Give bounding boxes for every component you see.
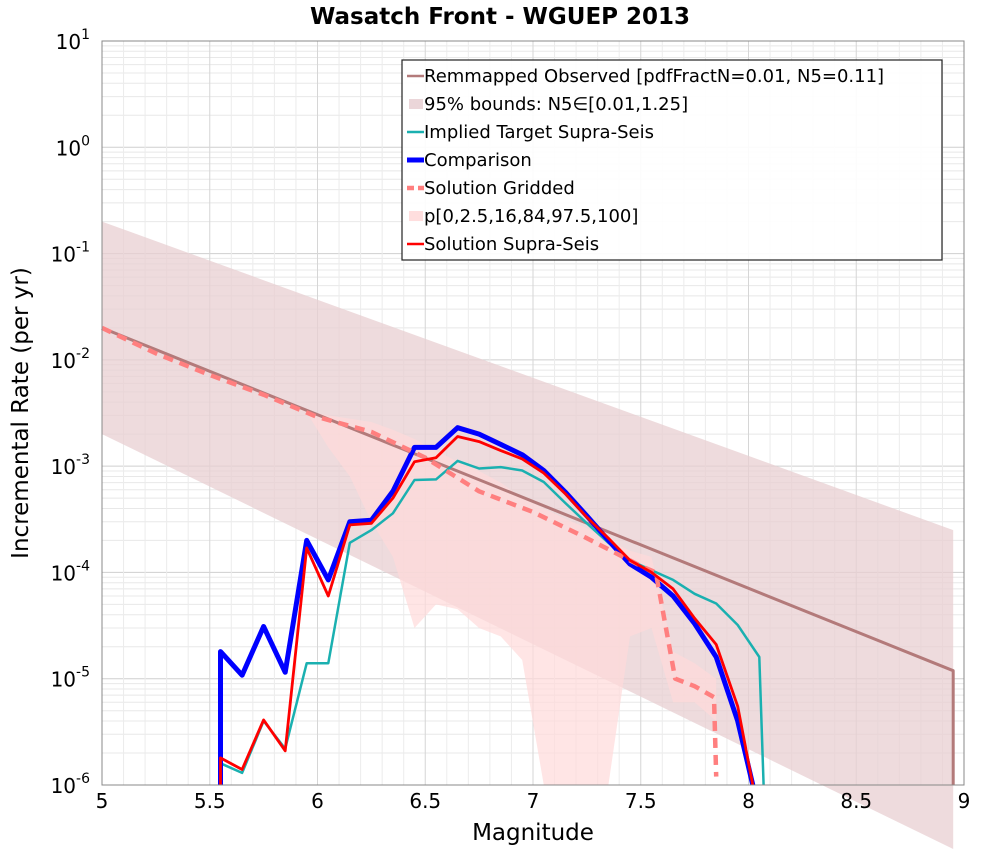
x-tick-label: 8	[742, 789, 755, 813]
x-axis-ticks: 5 5.5 6 6.5 7 7.5 8 8.5 9	[96, 789, 971, 813]
y-tick-label: 10-3	[51, 452, 90, 479]
y-tick-exponent: -2	[76, 346, 90, 362]
x-tick-label: 7	[527, 789, 540, 813]
legend-swatch-bounds_fill	[409, 99, 423, 109]
percentile-band	[102, 327, 717, 785]
y-tick-base: 10	[51, 668, 76, 692]
legend-label-target: Implied Target Supra-Seis	[424, 122, 654, 143]
x-tick-label: 5	[96, 789, 109, 813]
x-tick-label: 7.5	[625, 789, 657, 813]
chart-title: Wasatch Front - WGUEP 2013	[310, 4, 690, 30]
y-tick-exponent: -4	[76, 558, 90, 574]
x-tick-label: 9	[958, 789, 971, 813]
legend: Remmapped Observed [pdfFractN=0.01, N5=0…	[401, 59, 943, 261]
legend-swatch-pfill	[409, 211, 423, 221]
legend-label-gridded: Solution Gridded	[424, 178, 575, 199]
y-tick-label: 101	[56, 27, 90, 54]
x-axis-label: Magnitude	[472, 820, 594, 846]
y-tick-base: 10	[56, 136, 81, 160]
legend-box	[401, 59, 943, 261]
y-tick-exponent: -5	[76, 665, 90, 681]
y-tick-exponent: 1	[81, 27, 90, 43]
y-tick-label: 10-5	[51, 665, 90, 692]
legend-label-pfill: p[0,2.5,16,84,97.5,100]	[424, 206, 638, 227]
series-line-observed	[101, 326, 955, 785]
y-tick-exponent: 0	[81, 133, 90, 149]
filled-bands	[102, 221, 954, 850]
series-line-supra	[219, 435, 755, 786]
series-line-target	[219, 459, 765, 786]
series-lines	[101, 325, 955, 786]
x-tick-label: 5.5	[194, 789, 226, 813]
x-tick-label: 8.5	[840, 789, 872, 813]
y-tick-label: 10-6	[51, 771, 91, 798]
plot-frame	[101, 40, 965, 786]
y-tick-exponent: -3	[76, 452, 90, 468]
y-tick-exponent: -1	[76, 240, 90, 256]
legend-label-bounds_fill: 95% bounds: N5∈[0.01,1.25]	[424, 94, 688, 115]
x-tick-label: 6.5	[409, 789, 441, 813]
y-tick-base: 10	[51, 561, 76, 585]
series-line-comparison	[218, 425, 756, 786]
legend-label-comparison: Comparison	[424, 150, 532, 171]
y-tick-base: 10	[51, 455, 76, 479]
x-tick-label: 6	[311, 789, 324, 813]
y-tick-label: 10-1	[51, 240, 90, 267]
legend-label-supra: Solution Supra-Seis	[424, 234, 599, 255]
y-tick-base: 10	[56, 30, 81, 54]
y-tick-base: 10	[51, 774, 76, 798]
y-tick-label: 10-2	[51, 346, 90, 373]
y-tick-base: 10	[51, 349, 76, 373]
y-tick-base: 10	[51, 243, 76, 267]
y-tick-label: 10-4	[51, 558, 91, 585]
y-tick-exponent: -6	[76, 771, 90, 787]
legend-label-observed: Remmapped Observed [pdfFractN=0.01, N5=0…	[424, 66, 884, 87]
y-axis-label: Incremental Rate (per yr)	[8, 267, 34, 559]
y-tick-label: 100	[56, 133, 90, 160]
